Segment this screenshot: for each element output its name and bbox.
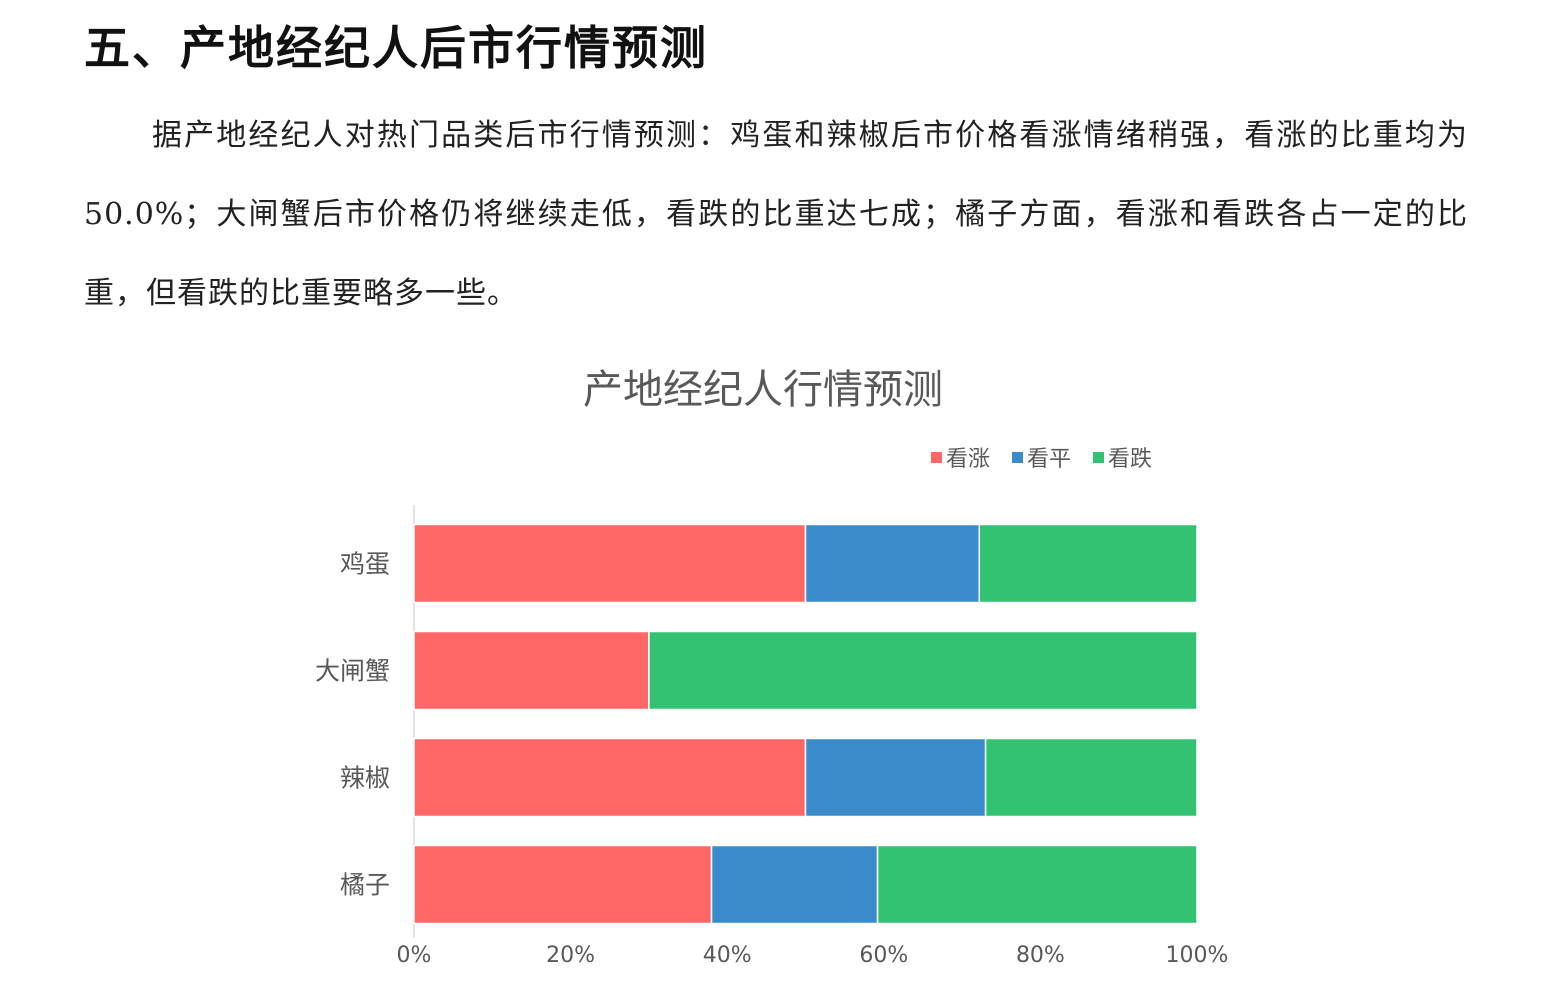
bar-segment-1-1 — [413, 523, 807, 604]
x-tick-label: 20% — [546, 943, 595, 968]
x-axis-ticks: 0% 20% 40% 60% 80% 100% — [397, 943, 1229, 968]
bar-segment-1-3 — [978, 523, 1198, 604]
bar-segment-3-3 — [984, 737, 1198, 818]
x-tick-label: 0% — [397, 943, 432, 968]
chart-legend: 看涨 看平 看跌 — [931, 447, 1152, 472]
bar-segment-3-1 — [413, 737, 807, 818]
stacked-bar-chart: 产地经纪人行情预测 看涨 看平 看跌 0% 20% 40% 60% 80% 100% 鸡蛋大闸… — [315, 367, 1229, 968]
x-tick-label: 100% — [1166, 943, 1229, 968]
category-label: 橘子 — [340, 871, 390, 900]
category-label: 鸡蛋 — [340, 550, 390, 579]
body-paragraph: 据产地经纪人对热门品类后市行情预测：鸡蛋和辣椒后市价格看涨情绪稍强，看涨的比重均… — [84, 118, 1468, 311]
bar-segment-4-1 — [413, 844, 713, 925]
legend-swatch — [1093, 452, 1104, 463]
chart-title: 产地经纪人行情预测 — [583, 367, 943, 413]
bar-segment-1-2 — [804, 523, 981, 604]
x-tick-label: 60% — [859, 943, 908, 968]
category-label: 大闸蟹 — [315, 657, 390, 686]
bar-segment-2-3 — [648, 630, 1198, 711]
legend-label: 看涨 — [946, 447, 990, 472]
bar-segment-2-1 — [413, 630, 650, 711]
x-tick-label: 40% — [703, 943, 752, 968]
bar-segment-4-2 — [710, 844, 879, 925]
section-heading: 五、产地经纪人后市行情预测 — [84, 21, 708, 75]
legend-label: 看跌 — [1108, 447, 1152, 472]
bar-plot-area — [413, 523, 1198, 925]
bar-segment-3-2 — [804, 737, 987, 818]
legend-swatch — [1012, 452, 1023, 463]
category-label: 辣椒 — [340, 764, 390, 793]
legend-swatch — [931, 452, 942, 463]
bar-segment-4-3 — [876, 844, 1198, 925]
legend-label: 看平 — [1027, 447, 1071, 472]
x-tick-label: 80% — [1016, 943, 1065, 968]
